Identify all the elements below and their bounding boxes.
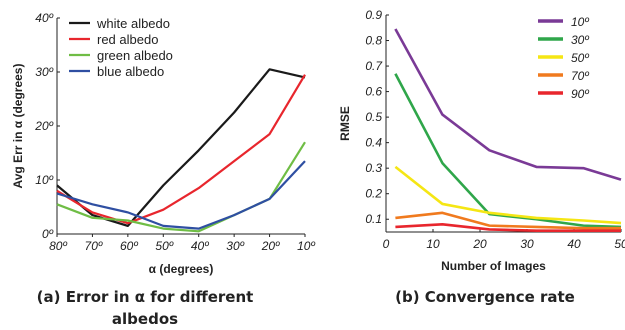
b-x-axis-label: Number of Images xyxy=(441,259,546,273)
b-legend-label: 50º xyxy=(571,51,589,65)
b-y-tick-label: 0.9 xyxy=(365,8,382,22)
b-y-tick-label: 0.2 xyxy=(365,187,382,201)
b-x-tick-label: 0 xyxy=(383,237,390,251)
caption-a: (a) Error in α for different albedos xyxy=(20,286,270,330)
b-y-tick-label: 0.4 xyxy=(365,136,382,150)
a-y-tick-label: 0º xyxy=(42,227,54,241)
b-x-tick-label: 40 xyxy=(567,237,581,251)
a-legend-label: green albedo xyxy=(97,48,173,63)
b-legend-label: 30º xyxy=(571,33,589,47)
a-legend-label: white albedo xyxy=(96,16,170,31)
caption-b: (b) Convergence rate xyxy=(395,288,575,306)
a-x-tick-label: 80º xyxy=(49,239,67,253)
b-legend-label: 10º xyxy=(571,15,589,29)
b-y-tick-label: 0.6 xyxy=(365,85,382,99)
a-x-tick-label: 70º xyxy=(85,239,103,253)
a-x-tick-label: 50º xyxy=(155,239,173,253)
a-legend-label: blue albedo xyxy=(97,64,164,79)
a-series-line xyxy=(56,74,306,225)
b-y-tick-label: 0.1 xyxy=(365,212,382,226)
a-y-tick-label: 30º xyxy=(35,65,53,79)
b-y-tick-label: 0.5 xyxy=(365,110,382,124)
a-y-tick-label: 10º xyxy=(35,173,53,187)
a-legend-label: red albedo xyxy=(97,32,158,47)
a-x-tick-label: 40º xyxy=(191,239,209,253)
a-y-tick-label: 40º xyxy=(35,11,53,25)
caption-a-line1: (a) Error in α for different xyxy=(36,288,254,306)
a-x-axis-label: α (degrees) xyxy=(149,262,214,276)
b-y-tick-label: 0.3 xyxy=(365,161,382,175)
b-series-line xyxy=(395,211,621,230)
a-series-line xyxy=(56,141,306,233)
a-y-tick-label: 20º xyxy=(34,119,53,133)
b-series-line xyxy=(394,165,622,225)
b-legend-label: 70º xyxy=(571,69,589,83)
a-series-line xyxy=(56,68,306,227)
a-y-axis-label: Avg Err in α (degrees) xyxy=(11,64,25,189)
b-x-tick-label: 50 xyxy=(614,237,625,251)
b-x-tick-label: 30 xyxy=(520,237,534,251)
b-x-tick-label: 10 xyxy=(426,237,440,251)
a-x-tick-label: 20º xyxy=(261,239,280,253)
b-y-tick-label: 0.8 xyxy=(365,34,382,48)
b-legend-label: 90º xyxy=(571,87,589,101)
a-x-tick-label: 60º xyxy=(120,239,138,253)
b-y-axis-label: RMSE xyxy=(338,106,352,141)
b-x-tick-label: 20 xyxy=(472,237,487,251)
b-series-line xyxy=(395,223,621,233)
a-x-tick-label: 10º xyxy=(297,239,315,253)
caption-a-line2: albedos xyxy=(111,310,179,328)
b-y-tick-label: 0.7 xyxy=(365,59,383,73)
a-x-tick-label: 30º xyxy=(226,239,244,253)
a-series-line xyxy=(56,160,306,230)
b-series-line xyxy=(394,28,622,181)
